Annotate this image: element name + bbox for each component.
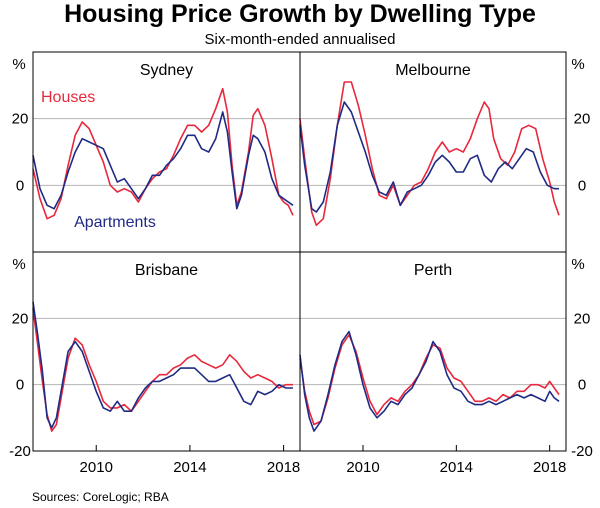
perth-houses-line <box>299 334 560 426</box>
sydney-apartments-line <box>32 111 294 210</box>
melbourne-apartments-line <box>299 101 559 213</box>
ytick-label-right-4: -20 <box>571 443 593 460</box>
panel-title-sydney: Sydney <box>140 62 193 79</box>
ytick-label-left-0: 20 <box>12 111 29 128</box>
brisbane-apartments-line <box>32 301 293 429</box>
brisbane-houses-line <box>32 308 293 432</box>
series-label-apartments: Apartments <box>74 214 156 231</box>
sydney-houses-line <box>32 87 294 220</box>
xtick-label-perth-2018: 2018 <box>533 459 566 476</box>
xtick-label-perth-2010: 2010 <box>346 459 379 476</box>
ytick-label-right-1: 0 <box>578 177 586 194</box>
unit-label-left-0: % <box>12 56 25 73</box>
xtick-label-brisbane-2014: 2014 <box>173 459 206 476</box>
xtick-label-perth-2014: 2014 <box>440 459 473 476</box>
unit-label-right-0: % <box>571 56 584 73</box>
panel-title-brisbane: Brisbane <box>135 262 198 279</box>
ytick-label-right-0: 20 <box>574 111 591 128</box>
ytick-label-left-1: 0 <box>16 177 24 194</box>
series-label-houses: Houses <box>41 89 95 106</box>
panel-title-perth: Perth <box>414 262 452 279</box>
ytick-label-left-2: 20 <box>12 310 29 327</box>
perth-apartments-line <box>299 330 560 432</box>
ytick-label-right-2: 20 <box>574 310 591 327</box>
unit-label-right-1: % <box>571 256 584 273</box>
xtick-label-brisbane-2018: 2018 <box>267 459 300 476</box>
ytick-label-left-4: -20 <box>9 443 31 460</box>
unit-label-left-1: % <box>12 256 25 273</box>
ytick-label-right-3: 0 <box>578 377 586 394</box>
chart-subtitle: Six-month-ended annualised <box>204 31 396 48</box>
ytick-label-left-3: 0 <box>16 377 24 394</box>
panel-title-melbourne: Melbourne <box>395 62 471 79</box>
source-note: Sources: CoreLogic; RBA <box>32 490 169 504</box>
chart-title: Housing Price Growth by Dwelling Type <box>64 0 536 28</box>
xtick-label-brisbane-2010: 2010 <box>80 459 113 476</box>
melbourne-houses-line <box>299 81 560 227</box>
